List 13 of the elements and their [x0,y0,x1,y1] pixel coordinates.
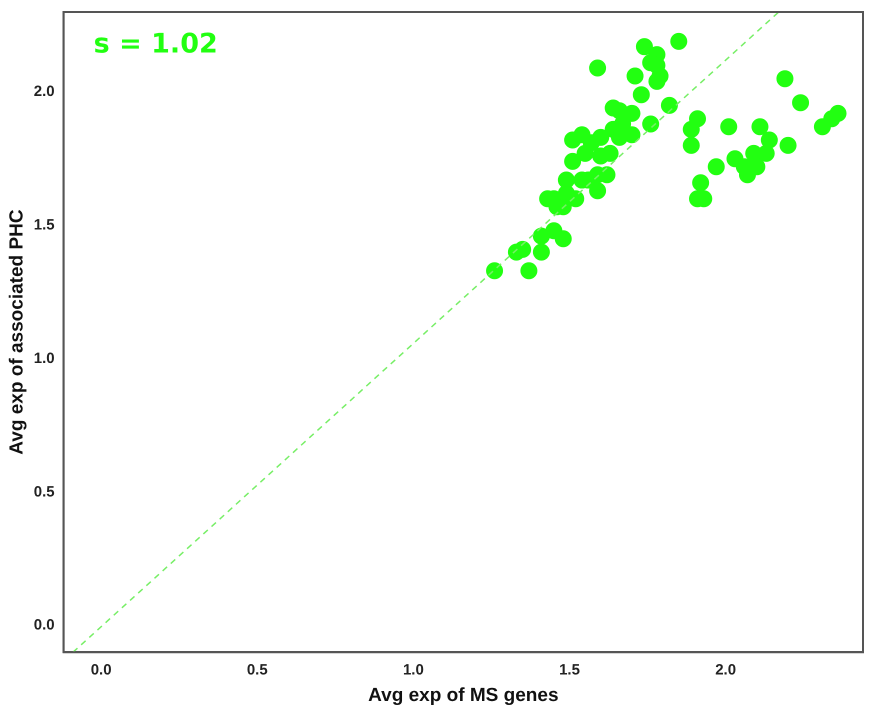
x-axis-title: Avg exp of MS genes [368,684,559,706]
y-tick-label: 0.0 [34,616,55,634]
x-tick-label: 2.0 [715,661,736,678]
y-tick-label: 0.5 [34,483,55,500]
x-tick-label: 0.5 [246,661,268,678]
y-axis-title: Avg exp of associated PHC [6,209,28,455]
x-tick-label: 1.5 [559,661,580,678]
y-tick-label: 2.0 [34,83,55,100]
x-tick-label: 0.0 [90,661,112,678]
x-tick-label: 1.0 [402,661,424,678]
y-tick-label: 1.5 [34,216,55,234]
y-tick-label: 1.0 [34,350,55,367]
annotation: s = 1.02 [94,28,218,60]
